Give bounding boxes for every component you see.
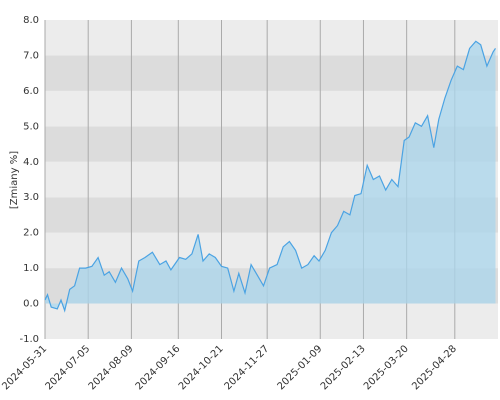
x-tick-label: 2025-03-20 [362,343,411,392]
y-tick-label: -1.0 [19,334,39,345]
y-tick-label: 1.0 [23,263,39,274]
background-band [45,90,498,127]
y-tick-label: 2.0 [23,228,39,239]
x-tick-label: 2025-02-13 [319,343,368,392]
background-band [45,303,498,339]
y-tick-label: 3.0 [23,192,39,203]
y-tick-label: 0.0 [23,299,39,310]
x-tick-label: 2024-07-05 [44,343,93,392]
x-tick-label: 2025-04-28 [410,343,459,392]
y-tick-label: 6.0 [23,86,39,97]
line [44,40,496,313]
x-tick-label: 2025-01-09 [276,343,325,392]
y-axis-label: [Zmiany %] [9,151,20,209]
x-tick-label: 2024-11-27 [223,343,272,392]
y-tick-label: 8.0 [23,15,39,26]
x-tick-label: 2024-05-31 [0,343,49,392]
background-band [45,55,498,91]
area-fill [45,41,496,311]
x-tick-label: 2024-08-09 [87,343,136,392]
background-band [45,20,498,56]
x-tick-label: 2024-09-16 [134,343,183,392]
y-tick-label: 7.0 [23,50,39,61]
y-tick-label: 5.0 [23,121,39,132]
y-tick-label: 4.0 [23,157,39,168]
x-tick-label: 2024-10-21 [177,343,226,392]
